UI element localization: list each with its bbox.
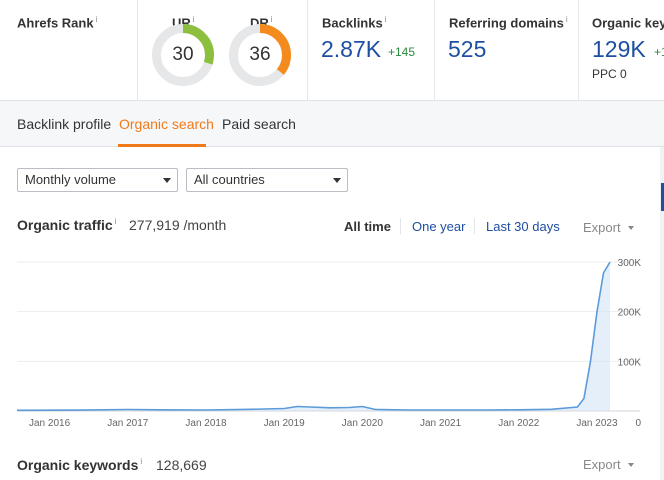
- y-tick-label: 0: [635, 418, 641, 429]
- country-select[interactable]: All countries: [186, 168, 348, 192]
- info-icon[interactable]: i: [565, 15, 568, 24]
- range-one-year[interactable]: One year: [412, 219, 466, 234]
- info-icon[interactable]: i: [114, 217, 117, 227]
- keywords-export-label: Export: [583, 457, 621, 472]
- backlinks-card: Backlinks i 2.87K +145: [308, 0, 435, 101]
- chevron-down-icon[interactable]: [628, 463, 634, 467]
- volume-select-value: Monthly volume: [25, 172, 117, 187]
- organic-keywords-section-title: Organic keywords: [17, 457, 139, 473]
- range-last-30-days[interactable]: Last 30 days: [486, 219, 560, 234]
- range-divider: [400, 218, 401, 234]
- referring-domains-value[interactable]: 525: [448, 36, 487, 62]
- organic-keywords-label: Organic keyw: [592, 15, 664, 31]
- tab-organic-search[interactable]: Organic search: [119, 116, 214, 132]
- x-tick-label: Jan 2021: [420, 418, 462, 429]
- info-icon[interactable]: i: [192, 15, 195, 24]
- range-divider: [474, 218, 475, 234]
- keywords-export-button[interactable]: Export: [583, 457, 621, 472]
- organic-traffic-value: 277,919 /month: [129, 217, 227, 233]
- organic-keywords-delta: +1: [654, 45, 664, 59]
- info-icon[interactable]: i: [384, 15, 387, 24]
- dr-value: 36: [249, 44, 271, 65]
- ur-value: 30: [172, 44, 194, 65]
- volume-select[interactable]: Monthly volume: [17, 168, 178, 192]
- x-tick-label: Jan 2016: [29, 418, 71, 429]
- referring-domains-card: Referring domains i 525: [435, 0, 579, 101]
- tab-paid-search[interactable]: Paid search: [222, 116, 296, 132]
- ppc-value: PPC 0: [592, 67, 627, 81]
- y-tick-label: 200K: [618, 308, 642, 319]
- ahrefs-rank-label: Ahrefs Rank: [17, 15, 94, 31]
- organic-traffic-title: Organic traffic: [17, 217, 113, 233]
- organic-keywords-card: Organic keywi 129K +1 PPC 0: [579, 0, 664, 101]
- chevron-down-icon: [163, 178, 171, 183]
- chevron-down-icon: [333, 178, 341, 183]
- section-tabs: Backlink profile Organic search Paid sea…: [0, 101, 664, 147]
- y-tick-label: 100K: [618, 357, 642, 368]
- right-panel-edge: [660, 147, 664, 480]
- organic-keywords-section-value: 128,669: [156, 457, 207, 473]
- right-panel-marker[interactable]: [661, 183, 664, 211]
- traffic-export-button[interactable]: Export: [583, 220, 621, 235]
- traffic-area: [17, 262, 610, 411]
- active-tab-indicator: [118, 144, 206, 147]
- traffic-export-label: Export: [583, 220, 621, 235]
- range-all-time[interactable]: All time: [344, 219, 391, 234]
- ur-gauge[interactable]: 30: [150, 22, 216, 88]
- tab-backlink-profile[interactable]: Backlink profile: [17, 116, 112, 132]
- metrics-strip: Ahrefs Rank i UR i 30 DR i: [0, 0, 664, 101]
- x-tick-label: Jan 2020: [342, 418, 384, 429]
- backlinks-value[interactable]: 2.87K: [321, 36, 382, 62]
- y-tick-label: 300K: [618, 258, 642, 269]
- rating-card: UR i 30 DR i 36: [138, 0, 308, 101]
- x-tick-label: Jan 2018: [185, 418, 227, 429]
- dr-gauge-ring: [229, 24, 291, 86]
- traffic-line: [16, 261, 611, 412]
- info-icon[interactable]: i: [270, 15, 273, 24]
- info-icon[interactable]: i: [140, 457, 143, 467]
- organic-keywords-value[interactable]: 129K: [592, 36, 646, 62]
- referring-domains-label: Referring domains: [449, 15, 564, 31]
- chevron-down-icon[interactable]: [628, 226, 634, 230]
- info-icon[interactable]: i: [95, 15, 98, 24]
- x-tick-label: Jan 2017: [107, 418, 149, 429]
- dr-gauge[interactable]: 36: [227, 22, 293, 88]
- backlinks-label: Backlinks: [322, 15, 383, 31]
- x-tick-label: Jan 2022: [498, 418, 540, 429]
- x-tick-label: Jan 2019: [264, 418, 306, 429]
- country-select-value: All countries: [194, 172, 265, 187]
- x-tick-label: Jan 2023: [576, 418, 618, 429]
- ahrefs-rank-card: Ahrefs Rank i: [0, 0, 138, 101]
- backlinks-delta: +145: [388, 45, 416, 59]
- ur-gauge-ring: [152, 24, 214, 86]
- organic-traffic-chart[interactable]: 0 100K 200K 300K Jan 2016 Jan 2017 Jan 2018 Ja…: [0, 248, 664, 438]
